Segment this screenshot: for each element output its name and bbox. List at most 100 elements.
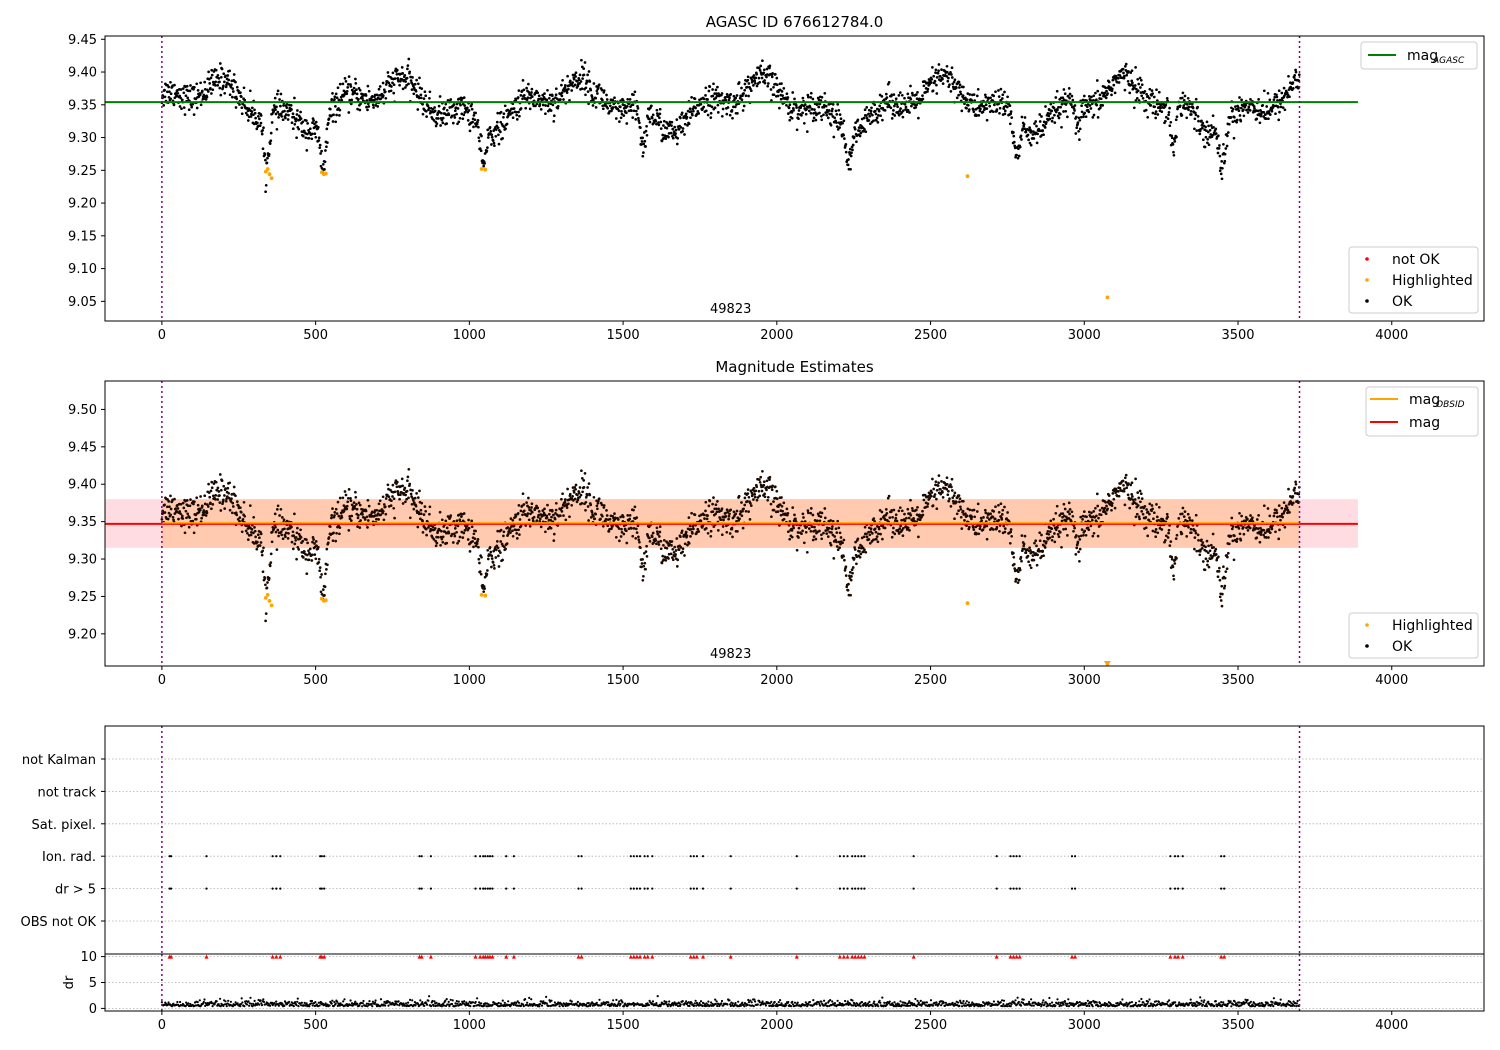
ok-point	[308, 547, 312, 551]
ok-point	[835, 125, 839, 128]
ok-point	[1280, 91, 1284, 95]
ok-point	[349, 499, 353, 503]
ok-point	[1206, 563, 1209, 567]
ok-point	[772, 500, 775, 503]
ok-point	[1167, 110, 1171, 114]
ok-point	[307, 558, 311, 562]
ok-point	[331, 507, 334, 510]
ok-point	[270, 121, 274, 124]
ok-point	[806, 509, 810, 512]
ok-point	[679, 116, 682, 120]
ok-point	[752, 84, 755, 87]
ok-point	[753, 81, 757, 85]
ok-point	[1170, 136, 1174, 140]
ok-point	[228, 481, 232, 485]
ok-point	[1079, 534, 1083, 538]
ok-point	[1070, 510, 1074, 514]
ok-point	[214, 494, 218, 497]
ok-point	[659, 539, 663, 543]
ok-point	[193, 500, 196, 504]
ok-point	[1053, 113, 1056, 117]
ok-point	[899, 524, 902, 528]
ok-point	[530, 506, 533, 509]
ok-point	[463, 104, 467, 107]
ok-point	[742, 507, 745, 511]
ok-point	[1073, 109, 1076, 112]
ok-point	[1136, 504, 1140, 507]
ok-point	[411, 489, 414, 492]
ok-point	[872, 119, 875, 123]
ok-point	[1099, 97, 1103, 101]
ok-point	[1105, 504, 1108, 508]
ok-point	[1167, 531, 1170, 535]
ok-point	[229, 500, 233, 503]
ok-point	[415, 78, 418, 82]
ok-point	[1175, 135, 1178, 139]
ok-point	[1015, 153, 1018, 157]
ok-point	[1276, 105, 1280, 109]
ok-point	[867, 119, 871, 122]
ok-point	[258, 124, 262, 128]
ok-point	[724, 515, 728, 518]
ok-point	[534, 104, 537, 108]
ok-point	[214, 480, 218, 484]
highlighted-point	[323, 171, 328, 176]
ok-point	[1123, 476, 1127, 480]
ok-point	[376, 512, 380, 516]
ok-point	[595, 504, 599, 508]
ok-point	[398, 83, 401, 87]
ok-point	[977, 532, 981, 536]
ok-point	[550, 515, 553, 519]
ok-point	[679, 125, 683, 129]
ok-point	[455, 530, 458, 534]
ok-point	[163, 88, 166, 92]
ok-point	[1165, 512, 1169, 516]
ok-point	[804, 112, 808, 116]
ok-point	[934, 68, 938, 72]
ok-point	[389, 89, 393, 93]
ok-point	[1185, 116, 1189, 120]
ok-point	[1029, 143, 1033, 147]
ok-point	[361, 97, 364, 100]
ok-point	[296, 545, 300, 549]
ok-point	[414, 89, 418, 93]
ok-point	[900, 509, 904, 513]
ok-point	[890, 509, 894, 512]
ok-point	[338, 108, 342, 112]
ok-point	[392, 497, 396, 501]
ok-point	[890, 117, 894, 120]
ok-point	[745, 500, 749, 503]
ok-point	[984, 95, 988, 99]
ok-point	[1136, 77, 1140, 81]
ok-point	[452, 519, 456, 523]
ok-point	[941, 82, 945, 85]
ok-point	[1193, 536, 1197, 539]
ok-point	[299, 117, 303, 120]
ok-point	[818, 102, 822, 106]
ok-point	[951, 82, 955, 86]
ok-point	[317, 557, 321, 561]
ok-point	[903, 519, 907, 523]
ok-point	[689, 116, 692, 120]
ok-point	[565, 91, 569, 94]
ok-point	[333, 511, 337, 514]
ok-point	[772, 508, 776, 512]
ok-point	[907, 516, 911, 520]
ok-point	[1064, 109, 1068, 113]
ok-point	[650, 116, 654, 120]
ok-point	[310, 559, 314, 562]
ok-point	[1003, 505, 1006, 509]
ok-point	[1006, 511, 1009, 514]
ok-point	[1196, 105, 1199, 109]
ok-point	[738, 512, 742, 516]
ok-point	[737, 494, 741, 498]
ok-point	[1140, 94, 1144, 98]
ok-point	[321, 162, 325, 166]
ok-point	[264, 158, 267, 162]
ok-point	[1019, 134, 1023, 138]
ok-point	[863, 548, 866, 552]
ok-point	[1010, 534, 1014, 538]
ok-point	[397, 79, 400, 83]
ok-point	[526, 96, 530, 100]
ok-point	[766, 84, 770, 88]
